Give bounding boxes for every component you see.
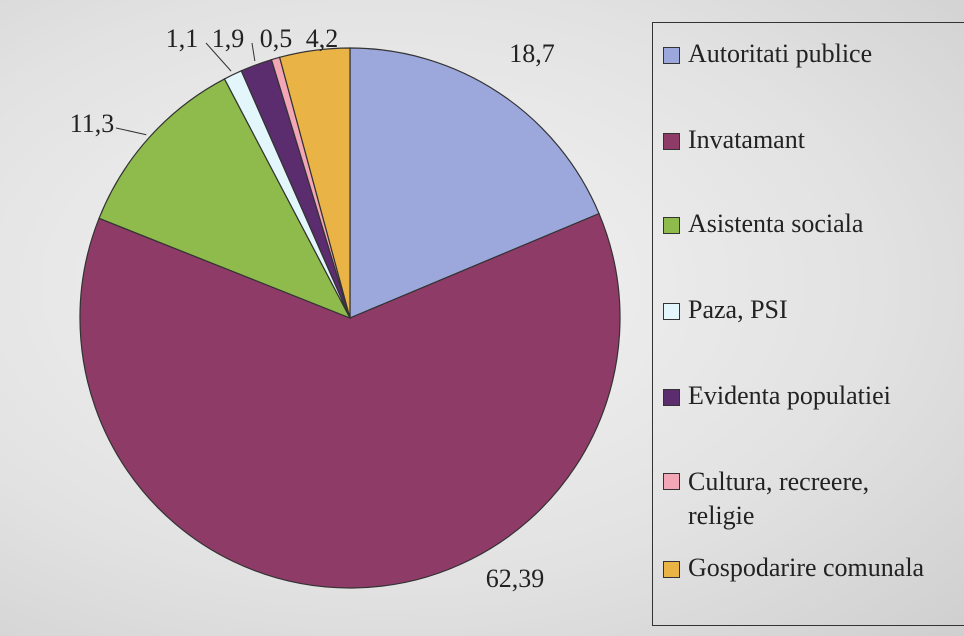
pie-slice bbox=[98, 78, 352, 320]
legend-swatch bbox=[663, 133, 680, 150]
pie-slice bbox=[278, 47, 351, 319]
legend-label: Invatamant bbox=[688, 125, 805, 154]
legend-label: Autoritati publice bbox=[688, 39, 873, 68]
legend-label: Cultura, recreere, religie bbox=[688, 467, 870, 530]
legend-swatch bbox=[663, 389, 680, 406]
legend-item: Asistenta sociala bbox=[663, 209, 863, 239]
legend-item: Invatamant bbox=[663, 125, 805, 155]
legend-item: Autoritati publice bbox=[663, 39, 872, 69]
data-label: 4,2 bbox=[306, 24, 339, 53]
legend-swatch bbox=[663, 561, 680, 578]
leader-line bbox=[205, 42, 232, 72]
legend-label: Gospodarire comunala bbox=[688, 553, 925, 582]
data-label: 18,7 bbox=[509, 39, 555, 68]
legend-label: Asistenta sociala bbox=[688, 209, 864, 238]
leader-line bbox=[115, 127, 147, 136]
legend-item: Paza, PSI bbox=[663, 295, 788, 325]
pie-slice bbox=[349, 47, 600, 319]
legend-label: Paza, PSI bbox=[688, 295, 788, 324]
legend-swatch bbox=[663, 217, 680, 234]
data-label: 1,1 bbox=[166, 24, 199, 53]
legend-swatch bbox=[663, 47, 680, 64]
legend: Autoritati publice Invatamant Asistenta so… bbox=[652, 22, 964, 626]
legend-item: Evidenta populatiei bbox=[663, 381, 891, 411]
legend-label: Evidenta populatiei bbox=[688, 381, 891, 410]
pie-slice bbox=[79, 212, 621, 589]
data-label: 1,9 bbox=[212, 24, 245, 53]
legend-item: Gospodarire comunala bbox=[663, 553, 924, 583]
legend-item: Cultura, recreere, religie bbox=[663, 465, 903, 533]
data-label: 11,3 bbox=[70, 109, 115, 138]
data-label: 0,5 bbox=[260, 24, 293, 53]
legend-swatch bbox=[663, 473, 680, 490]
data-label: 62,39 bbox=[486, 564, 545, 593]
leader-line bbox=[251, 42, 256, 62]
legend-swatch bbox=[663, 303, 680, 320]
